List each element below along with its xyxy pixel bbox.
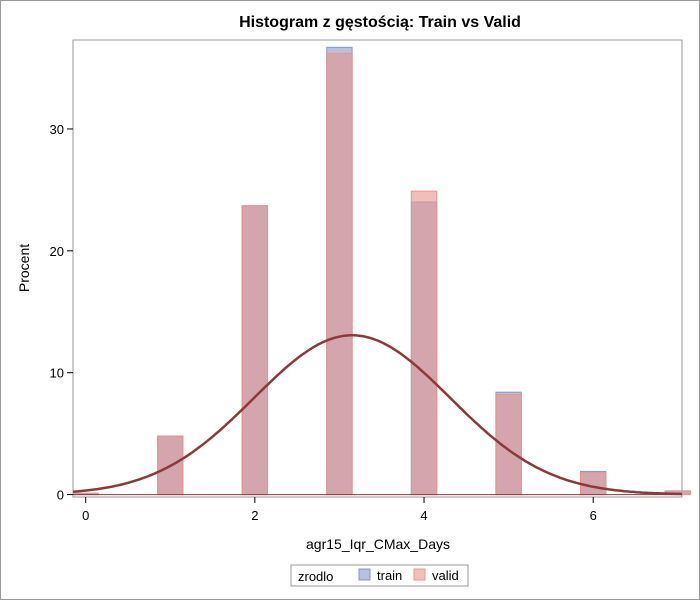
x-axis-label: agr15_Iqr_CMax_Days [306,536,450,552]
legend-title: zrodlo [298,569,333,584]
y-axis-label: Procent [16,244,32,292]
bar-valid-3 [326,52,353,496]
legend-label-valid: valid [432,568,459,583]
chart-title: Histogram z gęstością: Train vs Valid [239,14,521,31]
legend: zrodlo train valid [290,564,469,587]
legend-label-train: train [377,568,402,583]
bars-layer [72,46,691,496]
y-tick-label-0: 0 [57,488,64,503]
plot-area [72,39,683,498]
density-curve-layer [72,334,683,496]
bar-valid-4 [410,190,438,496]
density-curve [72,334,683,496]
legend-swatch-valid [413,568,426,581]
x-tick-label-6: 6 [590,508,597,523]
y-tick-label-30: 30 [50,122,64,137]
y-tick-label-20: 20 [50,244,64,259]
legend-swatch-train [358,568,371,581]
x-tick-label-4: 4 [420,508,427,523]
x-tick-label-0: 0 [82,508,89,523]
y-tick-label-10: 10 [50,366,64,381]
bar-valid-2 [241,205,269,496]
axes-layer: 0 2 4 6 0 10 20 30 [50,122,597,523]
x-tick-label-2: 2 [251,508,258,523]
